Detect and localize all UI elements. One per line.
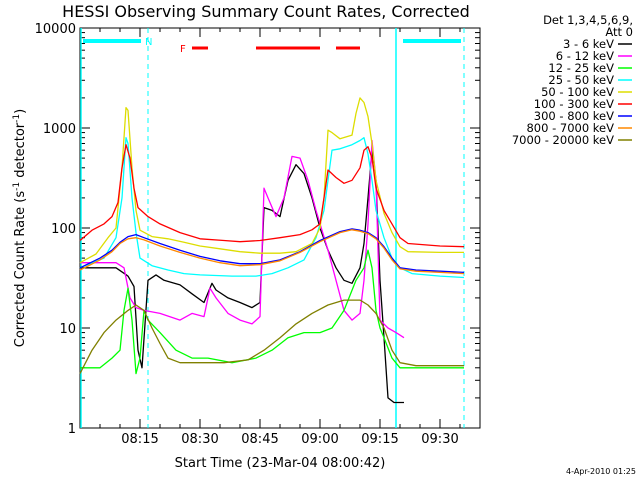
legend-entry-label: 3 - 6 keV [563, 37, 614, 51]
series-lines [79, 97, 465, 404]
legend-entry-label: 800 - 7000 keV [526, 121, 614, 135]
legend-entry-label: 7000 - 20000 keV [512, 133, 614, 147]
flare-marker-label: F [180, 44, 186, 55]
y-axis-label-part-2: detector [13, 122, 28, 182]
y-axis: 1 10 100 1000 10000 [35, 22, 480, 437]
y-axis-label-sup-2: -1 [12, 114, 22, 123]
series-line-3 [80, 249, 464, 375]
series-line-7 [79, 228, 465, 274]
series-line-9 [79, 299, 464, 374]
y-axis-label: Corrected Count Rate (s-1 detector-1) [12, 109, 28, 347]
y-axis-label-sup-1: -1 [12, 182, 22, 191]
legend-entry-label: 300 - 800 keV [534, 109, 614, 123]
x-tick-label: 09:00 [301, 432, 338, 447]
orbit-overlays: NF [80, 28, 465, 428]
x-tick-label: 09:30 [421, 432, 458, 447]
legend-entry-label: 12 - 25 keV [548, 61, 614, 75]
x-axis: 08:15 08:30 08:45 09:00 09:15 09:30 [79, 28, 481, 447]
y-tick-label: 1 [68, 422, 76, 437]
x-axis-label: Start Time (23-Mar-04 08:00:42) [175, 456, 386, 471]
legend-entry-label: 6 - 12 keV [556, 49, 614, 63]
y-axis-label-part-3: ) [13, 109, 28, 114]
legend-entry-label: 100 - 300 keV [534, 97, 614, 111]
x-tick-label: 09:15 [361, 432, 398, 447]
night-marker-label: N [145, 37, 152, 48]
series-line-5 [79, 97, 464, 264]
y-tick-label: 10 [59, 322, 76, 337]
legend-entry-label: 25 - 50 keV [548, 73, 614, 87]
legend-header-2: Att 0 [605, 25, 633, 39]
x-tick-label: 08:15 [121, 432, 158, 447]
y-tick-label: 1000 [43, 122, 76, 137]
x-tick-label: 08:45 [241, 432, 278, 447]
series-line-6 [79, 144, 465, 248]
series-line-8 [79, 229, 465, 275]
y-axis-label-part-1: Corrected Count Rate (s [13, 191, 28, 348]
series-line-4 [79, 137, 465, 279]
legend-header-1: Det 1,3,4,5,6,9, [543, 13, 633, 27]
y-tick-label: 10000 [35, 22, 76, 37]
y-tick-label: 100 [51, 222, 76, 237]
x-tick-label: 08:30 [181, 432, 218, 447]
series-line-2 [80, 139, 405, 339]
chart-title: HESSI Observing Summary Count Rates, Cor… [62, 2, 470, 21]
footer-timestamp: 4-Apr-2010 01:25 [566, 467, 636, 476]
legend-entry-label: 50 - 100 keV [541, 85, 614, 99]
